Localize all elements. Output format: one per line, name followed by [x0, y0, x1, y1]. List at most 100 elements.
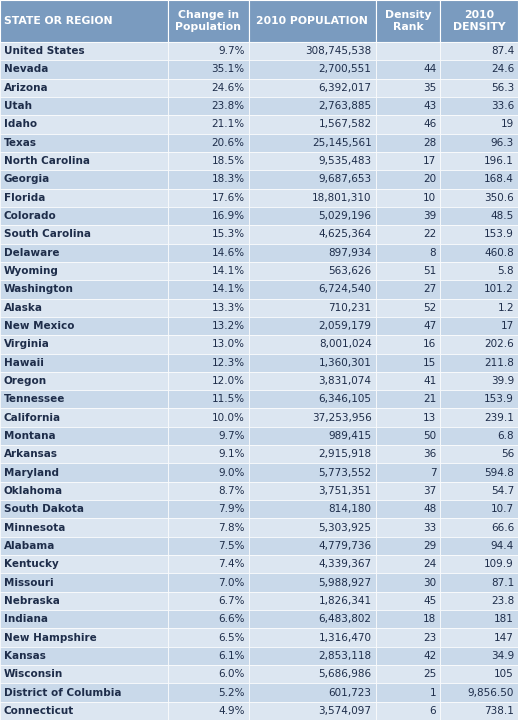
Bar [0, 189, 168, 207]
Text: Virginia: Virginia [4, 339, 50, 349]
Bar [0, 42, 168, 60]
Text: 8,001,024: 8,001,024 [319, 339, 371, 349]
Bar [0, 280, 168, 299]
Text: 897,934: 897,934 [328, 248, 371, 258]
Text: Nebraska: Nebraska [4, 596, 60, 606]
Text: 710,231: 710,231 [328, 302, 371, 312]
Bar [0, 702, 168, 720]
Bar [168, 336, 249, 354]
Bar [168, 243, 249, 262]
Text: Maryland: Maryland [4, 467, 59, 477]
Bar [168, 665, 249, 683]
Bar [376, 536, 440, 555]
Bar [168, 390, 249, 408]
Text: 1,567,582: 1,567,582 [319, 120, 371, 130]
Bar [0, 445, 168, 464]
Bar [0, 78, 168, 97]
Text: 22: 22 [423, 230, 436, 240]
Bar [168, 189, 249, 207]
Bar [440, 134, 518, 152]
Bar [249, 280, 376, 299]
Bar [440, 702, 518, 720]
Text: 6.8: 6.8 [497, 431, 514, 441]
Text: 2,059,179: 2,059,179 [319, 321, 371, 331]
Bar [0, 372, 168, 390]
Bar [440, 500, 518, 518]
Bar [168, 78, 249, 97]
Bar [0, 262, 168, 280]
Text: 4,779,736: 4,779,736 [319, 541, 371, 551]
Text: District of Columbia: District of Columbia [4, 688, 122, 698]
Bar [440, 647, 518, 665]
Bar [168, 683, 249, 702]
Text: 9,687,653: 9,687,653 [319, 174, 371, 184]
Text: 39.9: 39.9 [491, 376, 514, 386]
Bar [249, 665, 376, 683]
Bar [249, 115, 376, 134]
Text: 2,700,551: 2,700,551 [319, 65, 371, 74]
Bar [168, 317, 249, 336]
Bar [0, 536, 168, 555]
Bar [440, 280, 518, 299]
Bar [168, 518, 249, 536]
Text: 6,392,017: 6,392,017 [319, 83, 371, 93]
Bar [249, 170, 376, 189]
Bar [440, 665, 518, 683]
Bar [376, 592, 440, 610]
Text: 2,853,118: 2,853,118 [319, 651, 371, 661]
Bar [440, 189, 518, 207]
Text: 9.7%: 9.7% [218, 431, 244, 441]
Text: 239.1: 239.1 [484, 413, 514, 423]
Bar [440, 115, 518, 134]
Bar [249, 592, 376, 610]
Text: 18: 18 [423, 614, 436, 624]
Bar [376, 97, 440, 115]
Text: 13.3%: 13.3% [211, 302, 244, 312]
Text: Georgia: Georgia [4, 174, 50, 184]
Text: 13: 13 [423, 413, 436, 423]
Bar [376, 445, 440, 464]
Bar [168, 134, 249, 152]
Bar [376, 629, 440, 647]
Bar [249, 500, 376, 518]
Bar [249, 702, 376, 720]
Bar [440, 464, 518, 482]
Text: 16.9%: 16.9% [211, 211, 244, 221]
Text: 6,483,802: 6,483,802 [319, 614, 371, 624]
Text: 2010
DENSITY: 2010 DENSITY [453, 10, 506, 32]
Bar [376, 610, 440, 629]
Bar [440, 427, 518, 445]
Text: 13.2%: 13.2% [211, 321, 244, 331]
Text: 5,303,925: 5,303,925 [319, 523, 371, 533]
Bar [168, 225, 249, 243]
Bar [168, 42, 249, 60]
Text: 153.9: 153.9 [484, 230, 514, 240]
Bar [168, 500, 249, 518]
Bar [440, 354, 518, 372]
Bar [440, 482, 518, 500]
Text: Florida: Florida [4, 193, 46, 203]
Text: 50: 50 [423, 431, 436, 441]
Text: Hawaii: Hawaii [4, 358, 44, 368]
Text: Wyoming: Wyoming [4, 266, 59, 276]
Bar [168, 299, 249, 317]
Bar [249, 243, 376, 262]
Text: 350.6: 350.6 [484, 193, 514, 203]
Bar [440, 592, 518, 610]
Text: 9.1%: 9.1% [218, 449, 244, 459]
Text: 308,745,538: 308,745,538 [305, 46, 371, 56]
Text: 7.0%: 7.0% [218, 577, 244, 588]
Bar [249, 42, 376, 60]
Bar [440, 555, 518, 573]
Bar [168, 592, 249, 610]
Bar [440, 683, 518, 702]
Text: 147: 147 [494, 633, 514, 642]
Bar [440, 536, 518, 555]
Bar [440, 78, 518, 97]
Text: 35.1%: 35.1% [211, 65, 244, 74]
Bar [249, 555, 376, 573]
Bar [440, 42, 518, 60]
Bar [168, 0, 249, 42]
Text: 3,574,097: 3,574,097 [319, 706, 371, 716]
Text: 5,988,927: 5,988,927 [319, 577, 371, 588]
